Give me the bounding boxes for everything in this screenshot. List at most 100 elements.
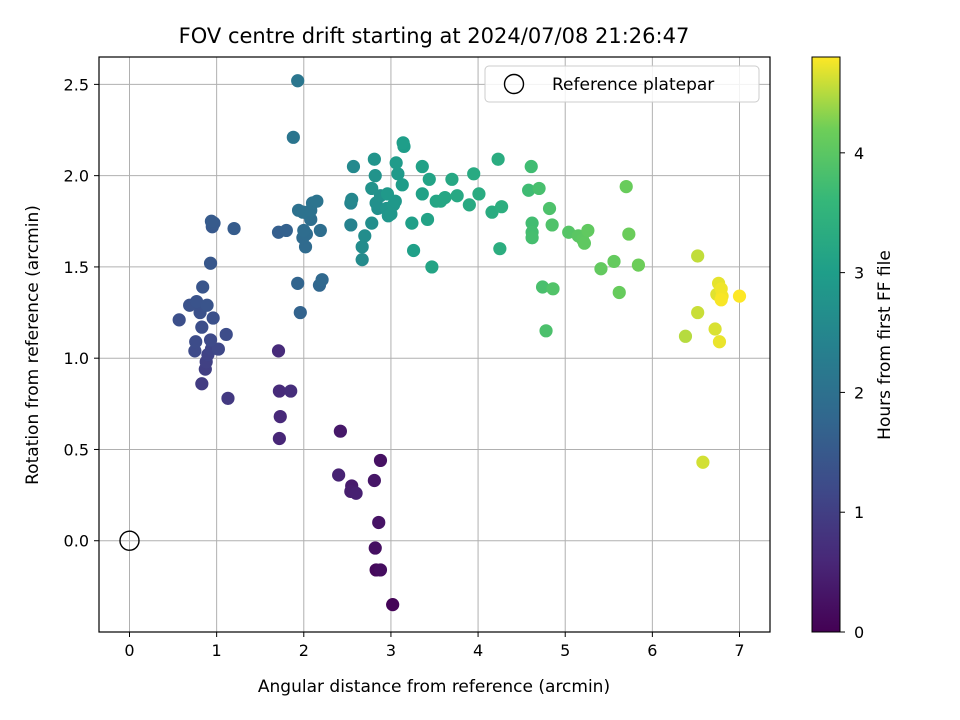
data-point <box>631 258 646 272</box>
y-tick-label: 1.5 <box>64 258 89 277</box>
data-point <box>221 391 235 405</box>
colorbar-label: Hours from first FF file <box>875 250 895 440</box>
x-tick-label: 6 <box>647 641 657 660</box>
data-point <box>190 295 204 309</box>
data-point <box>313 223 327 238</box>
data-point <box>732 289 747 303</box>
data-point <box>367 473 381 488</box>
data-point <box>286 130 300 144</box>
data-point <box>415 187 429 201</box>
data-point <box>172 313 186 327</box>
data-point <box>545 218 559 232</box>
data-point <box>581 223 595 238</box>
y-tick-label: 1.0 <box>64 349 89 368</box>
data-point <box>696 455 710 469</box>
data-point <box>406 243 421 258</box>
data-point <box>619 180 633 194</box>
data-point <box>345 192 359 206</box>
data-point <box>219 327 233 342</box>
legend-reference-marker <box>503 73 525 95</box>
data-point <box>200 298 214 312</box>
data-point <box>542 201 557 216</box>
data-point <box>279 223 293 238</box>
data-point <box>206 311 220 325</box>
data-point <box>195 320 209 334</box>
data-point <box>462 198 476 212</box>
data-point <box>315 273 329 287</box>
data-point <box>438 190 452 205</box>
x-tick-label: 0 <box>124 641 134 660</box>
data-point <box>472 187 486 201</box>
data-point <box>227 221 241 236</box>
data-point <box>539 324 553 338</box>
x-tick-label: 2 <box>299 641 309 660</box>
data-point <box>373 453 388 468</box>
data-point <box>422 172 436 186</box>
colorbar-tick-label: 3 <box>854 264 864 283</box>
colorbar-tick-label: 4 <box>854 144 864 163</box>
data-point <box>546 282 560 296</box>
x-tick-label: 7 <box>734 641 744 660</box>
data-point <box>196 280 210 294</box>
data-point <box>622 227 636 241</box>
x-tick-label: 1 <box>212 641 222 660</box>
data-point <box>522 183 536 197</box>
data-point <box>333 424 347 438</box>
data-point <box>386 598 400 612</box>
data-point <box>373 563 388 577</box>
data-point <box>425 260 439 274</box>
data-point <box>272 431 286 446</box>
x-axis-label: Angular distance from reference (arcmin) <box>258 677 610 697</box>
data-point <box>365 216 379 230</box>
data-point <box>355 240 369 254</box>
data-point <box>372 515 386 530</box>
data-point <box>273 410 287 424</box>
colorbar: 0 1 2 3 4 Hours from first FF file <box>811 56 895 642</box>
plot-area-frame <box>98 56 771 633</box>
data-point <box>310 194 324 208</box>
data-point <box>189 335 203 349</box>
data-point <box>355 253 369 267</box>
data-point <box>405 216 419 230</box>
data-point <box>691 305 705 320</box>
data-point <box>284 384 298 398</box>
data-point <box>612 285 626 300</box>
data-point <box>297 223 311 238</box>
data-point <box>450 189 464 203</box>
data-point <box>712 335 727 349</box>
data-point <box>332 468 346 482</box>
data-point <box>493 242 507 256</box>
data-point <box>445 172 459 186</box>
data-point <box>395 178 409 192</box>
data-point <box>368 169 382 183</box>
y-tick-label: 2.5 <box>64 75 89 94</box>
data-point <box>293 305 307 320</box>
x-tick-label: 4 <box>473 641 483 660</box>
chart-title: FOV centre drift starting at 2024/07/08 … <box>179 24 690 48</box>
data-point <box>344 218 358 232</box>
legend-entry-reference-platepar: Reference platepar <box>552 75 714 95</box>
data-point <box>607 254 621 269</box>
data-point <box>467 167 481 181</box>
data-point <box>524 159 538 174</box>
data-point <box>358 229 372 243</box>
data-point <box>211 342 225 356</box>
data-point <box>415 159 429 174</box>
y-axis-label: Rotation from reference (arcmin) <box>23 205 43 485</box>
legend: Reference platepar <box>484 65 760 103</box>
data-point <box>349 486 363 500</box>
colorbar-tick-label: 0 <box>854 623 864 642</box>
data-points <box>119 74 747 612</box>
data-point <box>203 333 218 347</box>
data-point <box>491 152 505 166</box>
data-point <box>271 344 286 358</box>
data-point <box>272 384 286 398</box>
legend-box <box>484 65 760 103</box>
data-point <box>368 541 382 555</box>
data-point <box>594 262 608 276</box>
colorbar-ticks: 0 1 2 3 4 <box>840 144 864 642</box>
data-point <box>389 156 403 170</box>
data-point <box>367 152 381 166</box>
data-point <box>577 236 591 250</box>
